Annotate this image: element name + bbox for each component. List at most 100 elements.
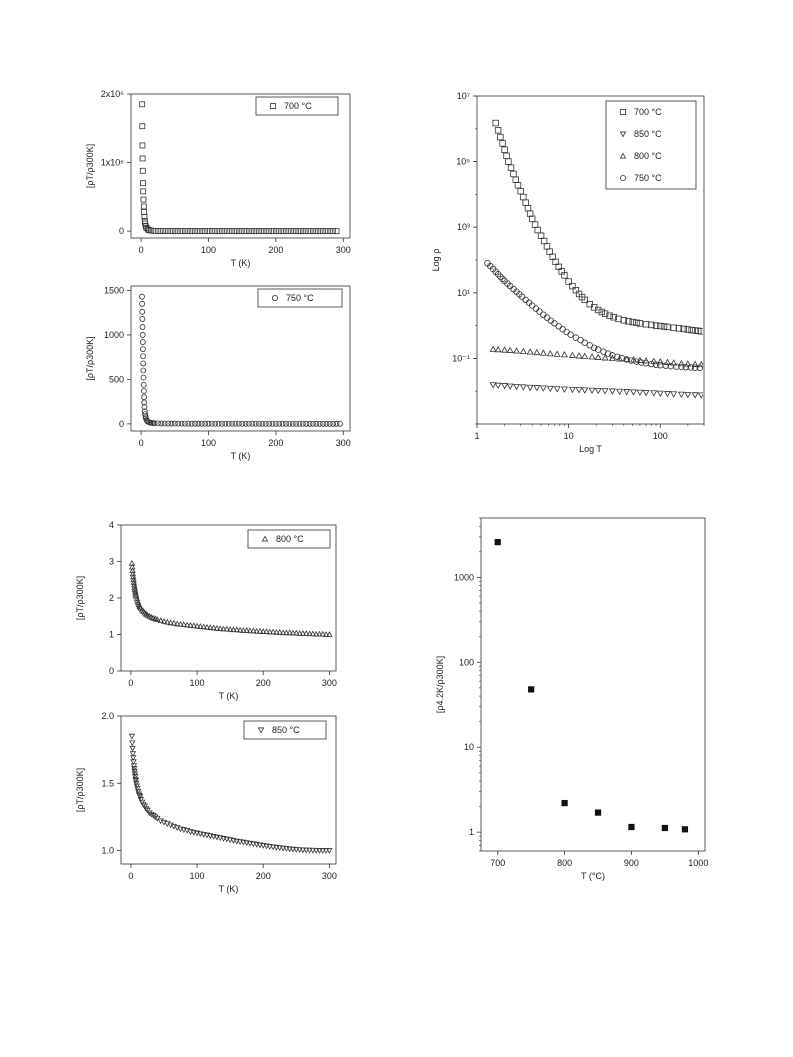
data-point: [131, 581, 138, 588]
y-tick-label: 10³: [457, 222, 470, 232]
data-point: [326, 420, 333, 427]
data-point: [269, 420, 276, 427]
data-point: [310, 420, 316, 427]
x-axis-label: T (K): [219, 691, 239, 701]
data-point: [594, 346, 602, 353]
data-point: [518, 293, 526, 300]
data-point: [312, 630, 320, 637]
data-point: [296, 630, 303, 636]
series-square: [492, 119, 703, 335]
data-point: [160, 618, 168, 624]
data-point: [652, 361, 660, 368]
legend-label: 850 °C: [272, 725, 300, 735]
data-point: [130, 576, 137, 583]
data-point: [219, 228, 225, 235]
y-tick-label: 1000: [454, 572, 474, 582]
data-point: [225, 420, 232, 427]
x-tick-label: 0: [139, 438, 144, 448]
data-point: [568, 351, 576, 358]
data-point: [520, 193, 527, 201]
data-point: [142, 411, 149, 417]
legend-marker: [271, 294, 278, 301]
data-point: [222, 228, 229, 235]
data-point: [628, 823, 635, 831]
data-point: [581, 387, 589, 394]
data-point: [522, 199, 529, 206]
legend-label: 800 °C: [634, 151, 662, 161]
data-point: [249, 420, 256, 427]
data-point: [139, 142, 146, 149]
data-point: [696, 364, 703, 371]
data-point: [560, 386, 568, 393]
data-point: [202, 420, 209, 427]
data-point: [130, 578, 138, 585]
data-point: [138, 799, 146, 806]
data-point: [303, 420, 310, 427]
data-point: [272, 228, 279, 235]
data-point: [326, 228, 333, 235]
data-point: [316, 420, 323, 427]
data-point: [215, 420, 222, 427]
data-point: [517, 188, 524, 195]
data-point: [256, 228, 262, 235]
data-point: [519, 347, 527, 354]
legend: 700 °C: [255, 96, 339, 116]
data-point: [239, 420, 246, 427]
data-point: [200, 623, 207, 630]
data-point: [309, 847, 317, 854]
data-point: [165, 420, 171, 427]
y-tick-label: 10¹: [457, 288, 470, 298]
data-point: [528, 302, 536, 309]
data-point: [608, 354, 616, 362]
data-point: [139, 324, 146, 330]
data-point: [581, 296, 588, 304]
data-point: [499, 140, 506, 147]
data-point: [528, 686, 535, 693]
data-point: [303, 630, 310, 636]
data-point: [130, 759, 137, 766]
legend-box: [243, 720, 327, 740]
data-point: [514, 182, 522, 189]
data-point: [633, 319, 640, 326]
data-point: [524, 204, 532, 212]
data-point: [660, 323, 668, 330]
data-point: [575, 352, 583, 359]
data-point: [226, 626, 234, 632]
data-point: [642, 321, 650, 328]
x-tick-label: 300: [322, 678, 337, 688]
data-point: [673, 363, 680, 370]
data-point: [539, 349, 547, 356]
data-point: [130, 755, 137, 762]
data-point: [175, 420, 182, 427]
data-point: [269, 228, 276, 235]
data-point: [140, 353, 146, 360]
data-point: [503, 152, 510, 160]
data-point: [233, 838, 240, 845]
data-point: [276, 420, 283, 427]
data-point: [551, 320, 558, 327]
y-tick-label: 0: [119, 226, 124, 236]
data-point: [141, 394, 147, 401]
series-triangle-down: [128, 733, 333, 854]
data-point: [569, 282, 576, 290]
data-point: [182, 228, 188, 235]
data-point: [140, 381, 147, 388]
data-point: [154, 616, 161, 622]
data-point: [677, 391, 685, 399]
y-axis-label: [ρT/ρ300K]: [85, 144, 95, 188]
data-point: [289, 228, 296, 235]
data-point: [526, 210, 534, 217]
y-tick-label: 2x10⁶: [101, 89, 125, 99]
data-point: [289, 629, 297, 636]
data-point: [561, 799, 568, 807]
data-point: [567, 331, 574, 338]
data-point: [539, 385, 547, 392]
data-point: [489, 345, 497, 352]
data-point: [178, 420, 185, 427]
data-point: [546, 248, 553, 255]
data-point: [141, 213, 148, 220]
data-point: [152, 814, 159, 821]
data-point: [140, 346, 146, 353]
data-point: [141, 803, 148, 810]
y-axis-label: [ρT/ρ300K]: [85, 336, 95, 380]
